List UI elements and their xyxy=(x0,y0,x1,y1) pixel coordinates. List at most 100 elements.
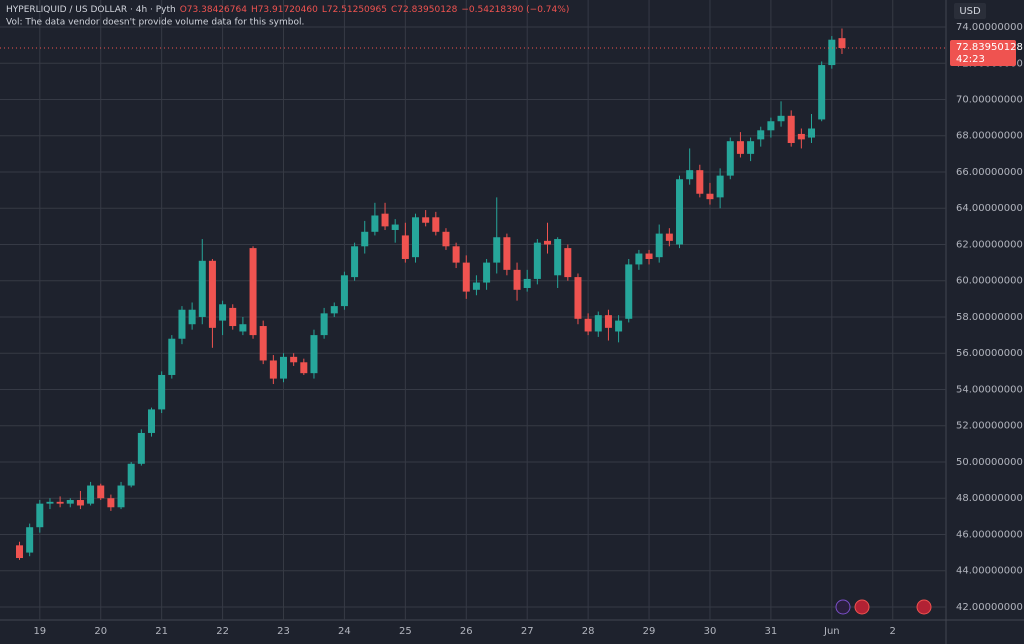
candle-body xyxy=(584,318,592,332)
candle-body xyxy=(544,240,552,245)
candle-body xyxy=(107,498,115,508)
last-price-badge xyxy=(950,40,1016,67)
candle-body xyxy=(686,170,694,180)
low-value: L72.51250965 xyxy=(322,5,387,15)
x-tick-label: 30 xyxy=(704,626,717,637)
candle-body xyxy=(625,264,633,319)
y-tick-label: 50.00000000 xyxy=(956,457,1023,468)
candle-body xyxy=(767,121,775,131)
candle-body xyxy=(696,170,704,194)
x-tick-label: 25 xyxy=(399,626,412,637)
y-tick-label: 56.00000000 xyxy=(956,348,1023,359)
candle-body xyxy=(269,360,277,379)
candle-body xyxy=(838,38,846,49)
y-tick-label: 46.00000000 xyxy=(956,529,1023,540)
high-value: H73.91720460 xyxy=(251,5,318,15)
event-icon[interactable] xyxy=(916,599,932,615)
y-tick-label: 44.00000000 xyxy=(956,566,1023,577)
candle-body xyxy=(137,432,145,464)
candle-body xyxy=(66,500,74,504)
candle-body xyxy=(320,313,328,336)
event-icon[interactable] xyxy=(835,599,851,615)
candle-body xyxy=(361,231,369,247)
candle-body xyxy=(219,304,227,321)
x-tick-label: 23 xyxy=(277,626,290,637)
open-value: O73.38426764 xyxy=(180,5,247,15)
candle-body xyxy=(818,65,826,120)
candle-body xyxy=(26,527,34,553)
x-tick-label: 22 xyxy=(216,626,229,637)
candle-body xyxy=(716,175,724,198)
candle-body xyxy=(808,128,816,138)
candle-body xyxy=(229,307,237,327)
candle-body xyxy=(747,141,755,154)
currency-button[interactable] xyxy=(954,3,986,19)
candle-body xyxy=(300,362,308,374)
candle-body xyxy=(594,315,602,332)
x-tick-label: 28 xyxy=(582,626,595,637)
candle-body xyxy=(787,115,795,143)
candle-body xyxy=(462,262,470,292)
x-tick-label: 20 xyxy=(94,626,107,637)
candle-body xyxy=(574,277,582,319)
candle-body xyxy=(493,237,501,263)
candle-body xyxy=(564,248,572,278)
candle-body xyxy=(452,246,460,263)
candle-body xyxy=(604,315,612,328)
candle-body xyxy=(676,179,684,245)
candle-body xyxy=(56,501,64,504)
candle-body xyxy=(401,235,409,259)
candle-body xyxy=(36,503,44,528)
y-tick-label: 48.00000000 xyxy=(956,493,1023,504)
candle-body xyxy=(706,193,714,200)
candle-body xyxy=(472,282,480,290)
candle-body xyxy=(16,545,23,559)
candle-body xyxy=(249,248,257,336)
y-tick-label: 62.00000000 xyxy=(956,239,1023,250)
x-tick-label: Jun xyxy=(823,626,840,637)
candle-body xyxy=(513,269,521,290)
currency-label[interactable]: USD xyxy=(959,6,981,17)
candle-body xyxy=(523,278,531,288)
candle-body xyxy=(127,463,135,486)
candle-body xyxy=(736,141,744,154)
candle-body xyxy=(533,242,541,279)
x-tick-label: 19 xyxy=(33,626,46,637)
y-tick-label: 68.00000000 xyxy=(956,131,1023,142)
candle-body xyxy=(483,262,491,283)
candle-body xyxy=(208,260,216,328)
candle-body xyxy=(371,215,379,232)
y-tick-label: 54.00000000 xyxy=(956,384,1023,395)
candle-body xyxy=(259,326,267,361)
candle-body xyxy=(280,356,288,379)
close-value: C72.83950128 xyxy=(391,5,458,15)
candle-body xyxy=(391,224,399,230)
chart-legend: HYPERLIQUID / US DOLLAR · 4h · Pyth O73.3… xyxy=(6,5,569,15)
candle-body xyxy=(158,374,166,410)
candle-body xyxy=(87,485,95,504)
x-tick-label: 31 xyxy=(765,626,778,637)
candle-body xyxy=(422,217,430,223)
candle-body xyxy=(645,253,653,259)
candle-body xyxy=(198,260,206,317)
candle-body xyxy=(168,338,176,375)
symbol: HYPERLIQUID / US DOLLAR · 4h · Pyth xyxy=(6,5,176,15)
candle-body xyxy=(503,237,511,270)
candle-body xyxy=(76,500,84,506)
volume-note: Vol: The data vendor doesn't provide vol… xyxy=(6,18,304,28)
y-tick-label: 70.00000000 xyxy=(956,94,1023,105)
candle-body xyxy=(97,485,105,499)
candle-body xyxy=(188,309,196,325)
last-price-label: 72.83950128 xyxy=(956,42,1023,53)
candle-body xyxy=(381,213,389,227)
candle-body xyxy=(777,115,785,122)
x-tick-label: 26 xyxy=(460,626,473,637)
candle-body xyxy=(615,320,623,332)
candle-body xyxy=(828,39,836,66)
event-icon[interactable] xyxy=(854,599,870,615)
candle-body xyxy=(757,130,765,140)
candle-body xyxy=(726,141,734,176)
x-tick-label: 2 xyxy=(890,626,896,637)
candle-body xyxy=(554,239,562,276)
